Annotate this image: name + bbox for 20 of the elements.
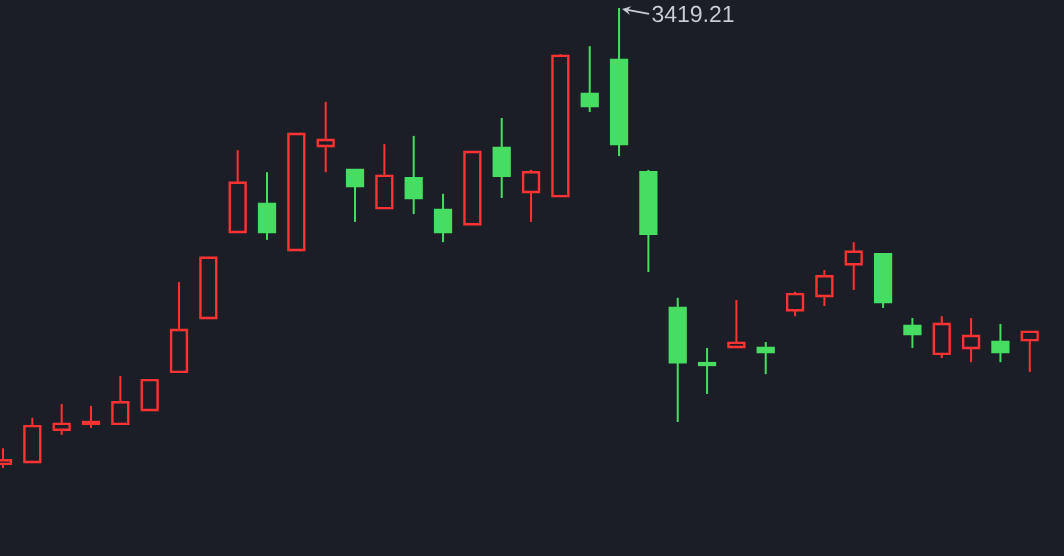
candlestick [81,404,101,429]
candlestick [697,346,717,395]
candlestick [1020,330,1039,373]
candlestick [433,192,453,244]
candlestick [727,299,746,349]
candlestick [580,45,599,113]
candlestick [404,134,423,216]
candlestick [521,168,541,223]
candlestick [756,340,775,376]
candlestick [903,317,922,349]
candlestick [111,375,130,426]
candlestick [785,290,805,318]
candlestick [52,403,71,436]
candlestick [345,168,365,223]
candlestick [961,317,981,364]
candlestick [815,269,834,308]
candlestick [844,241,863,291]
candlestick [991,323,1010,364]
annotation: 3419.21 [652,5,734,23]
candlestick [316,100,335,174]
